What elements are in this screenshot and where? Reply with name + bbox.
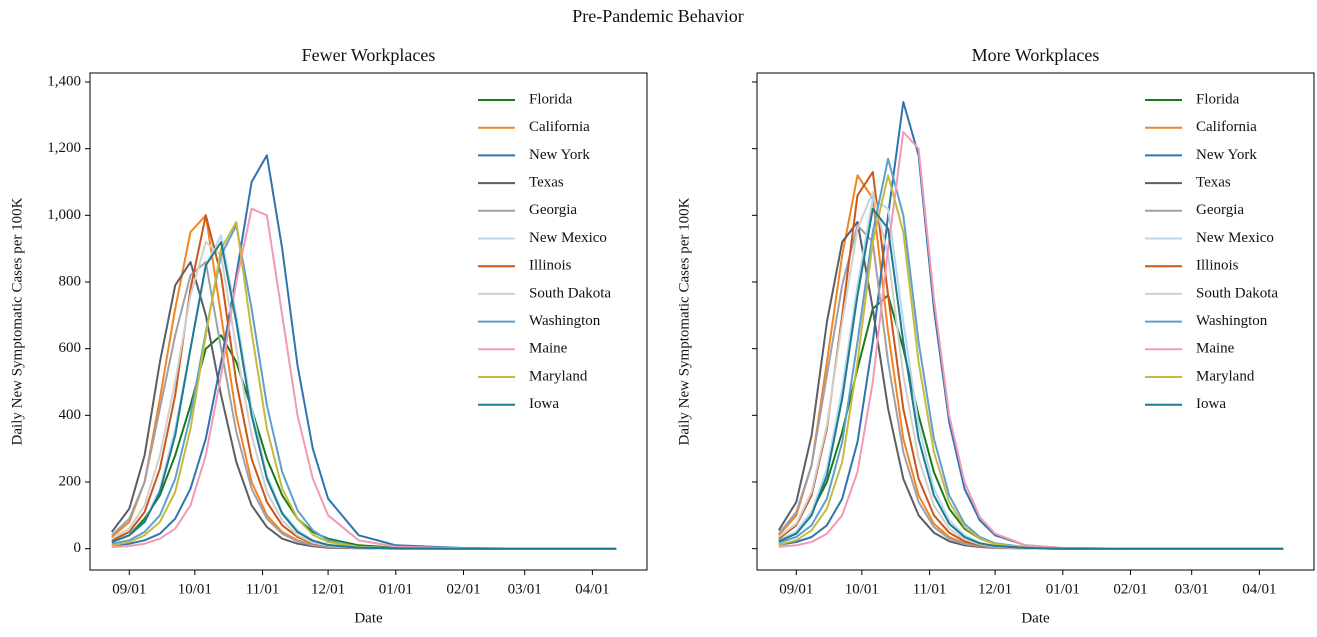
y-tick-label: 0: [74, 540, 82, 556]
axes-frame: [89, 72, 648, 571]
x-tick-label: 11/01: [246, 581, 280, 597]
legend-label: Iowa: [529, 396, 559, 412]
x-tick-label: 01/01: [1046, 581, 1080, 597]
series-line: [778, 294, 1284, 550]
y-tick-label: 1,400: [47, 73, 81, 89]
x-tick-label: 02/01: [446, 581, 480, 597]
figure-title: Pre-Pandemic Behavior: [572, 6, 743, 26]
legend-label: South Dakota: [1196, 285, 1278, 301]
legend-label: Maine: [1196, 341, 1235, 357]
axes-title: Fewer Workplaces: [302, 45, 436, 65]
y-tick-label: 1,000: [47, 207, 81, 223]
x-tick-label: 10/01: [845, 581, 879, 597]
legend-label: New Mexico: [529, 230, 607, 246]
legend-label: Illinois: [529, 258, 572, 274]
x-tick-label: 03/01: [1175, 581, 1209, 597]
series-line: [111, 241, 617, 550]
x-tick-label: 12/01: [311, 581, 345, 597]
x-tick-label: 11/01: [913, 581, 947, 597]
y-tick-label: 1,200: [47, 140, 81, 156]
legend-label: Iowa: [1196, 396, 1226, 412]
axes-frame: [756, 72, 1315, 571]
series-line: [778, 207, 1284, 550]
legend-label: New Mexico: [1196, 230, 1274, 246]
legend-label: New York: [1196, 147, 1257, 163]
x-tick-label: 04/01: [1242, 581, 1276, 597]
x-tick-label: 12/01: [978, 581, 1012, 597]
legend-label: Florida: [529, 91, 573, 107]
axes-title: More Workplaces: [972, 45, 1100, 65]
x-tick-label: 09/01: [112, 581, 146, 597]
legend-label: Washington: [1196, 313, 1268, 329]
legend-label: Washington: [529, 313, 601, 329]
x-tick-label: 03/01: [508, 581, 542, 597]
x-tick-label: 01/01: [379, 581, 413, 597]
y-axis-label: Daily New Symptomatic Cases per 100K: [9, 197, 25, 445]
legend-label: Illinois: [1196, 258, 1239, 274]
legend-label: South Dakota: [529, 285, 611, 301]
x-tick-label: 04/01: [575, 581, 609, 597]
series-line: [111, 154, 617, 550]
legend-label: Maryland: [529, 368, 588, 384]
legend-label: New York: [529, 147, 590, 163]
legend-label: Florida: [1196, 91, 1240, 107]
x-axis-label: Date: [354, 610, 383, 626]
y-axis-label: Daily New Symptomatic Cases per 100K: [676, 197, 692, 445]
x-tick-label: 09/01: [779, 581, 813, 597]
y-tick-label: 600: [59, 340, 82, 356]
series-line: [111, 224, 617, 550]
legend-label: Texas: [529, 175, 564, 191]
legend-label: Maine: [529, 341, 568, 357]
series-line: [111, 234, 617, 550]
legend-label: Georgia: [529, 202, 577, 218]
x-axis-label: Date: [1021, 610, 1050, 626]
y-tick-label: 400: [59, 407, 82, 423]
y-tick-label: 800: [59, 273, 82, 289]
series-line: [111, 207, 617, 550]
legend-label: Georgia: [1196, 202, 1244, 218]
y-tick-label: 200: [59, 473, 82, 489]
legend-label: Texas: [1196, 175, 1231, 191]
legend-label: California: [529, 119, 590, 135]
x-tick-label: 10/01: [178, 581, 212, 597]
legend-label: California: [1196, 119, 1257, 135]
legend-label: Maryland: [1196, 368, 1255, 384]
x-tick-label: 02/01: [1113, 581, 1147, 597]
